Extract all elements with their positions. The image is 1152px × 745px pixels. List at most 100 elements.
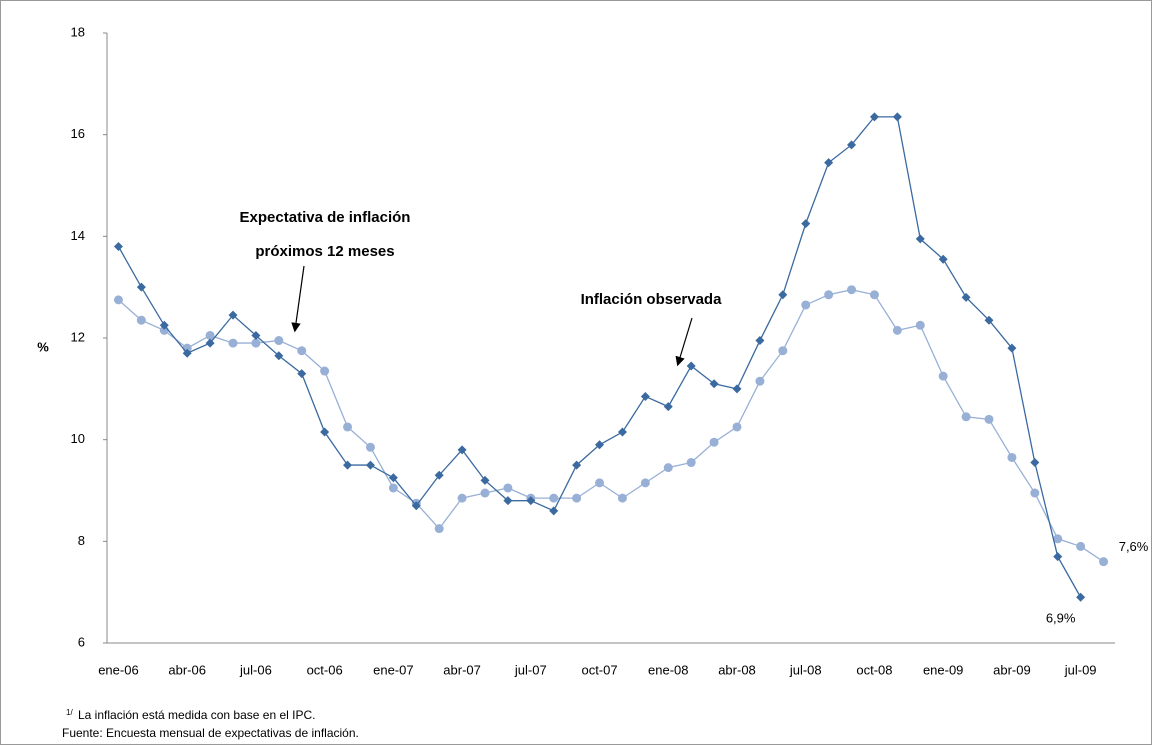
point [732,384,742,394]
x-tick-label: ene-06 [98,662,138,677]
point [388,483,398,493]
x-tick-label: oct-06 [307,662,343,677]
y-tick-label: 10 [71,431,85,446]
point [1076,541,1086,551]
point [228,310,238,320]
point [938,254,948,264]
point [549,493,559,503]
point [113,242,123,251]
point [663,463,673,473]
x-tick-label: jul-06 [239,662,272,677]
x-tick-label: abr-08 [718,662,756,677]
point [297,346,307,356]
point [915,234,925,244]
point [480,475,490,485]
point [961,292,971,302]
y-tick-label: 16 [71,126,85,141]
x-tick-label: ene-08 [648,662,688,677]
point [503,483,513,493]
point [847,285,857,295]
point [297,369,307,379]
point [572,493,582,503]
x-tick-label: oct-08 [856,662,892,677]
point [663,402,673,412]
point [503,496,513,506]
point [801,300,811,310]
point [892,325,902,335]
x-tick-label: jul-07 [514,662,547,677]
annotation: próximos 12 meses [255,243,394,260]
annotation-arrow [675,317,693,367]
point [343,422,353,432]
footnote-marker: 1/ [66,708,73,717]
value-label: 6,9% [1046,611,1076,626]
point [892,112,902,122]
point [1030,488,1040,498]
point [1053,534,1063,544]
point [136,282,146,292]
point [640,478,650,488]
point [938,371,948,381]
point [480,488,490,498]
point [686,361,696,371]
x-tick-label: abr-06 [168,662,206,677]
point [251,338,261,348]
x-tick-label: jul-08 [789,662,822,677]
point [274,336,284,346]
point [824,290,834,300]
point [801,219,811,229]
point [526,496,536,506]
x-tick-label: abr-09 [993,662,1031,677]
point [136,315,146,325]
x-tick-label: oct-07 [581,662,617,677]
y-tick-label: 14 [71,228,85,243]
footnote: La inflación está medida con base en el … [78,708,315,722]
point [1007,343,1017,353]
point [847,140,857,150]
point [1076,592,1086,602]
point [1099,557,1109,567]
point [365,460,375,470]
point [595,478,605,488]
point [113,295,123,305]
point [595,440,605,450]
point [274,351,284,361]
point [205,338,215,348]
point [434,470,444,480]
point [205,330,215,340]
point [824,158,834,168]
point [365,442,375,452]
point [1030,458,1040,468]
point [617,427,627,437]
point [755,336,765,346]
point [159,320,169,330]
point [1053,552,1063,562]
point [869,112,879,122]
point [251,330,261,340]
point [984,414,994,424]
point [640,391,650,401]
y-tick-label: 12 [71,329,85,344]
point [388,473,398,483]
point [228,338,238,348]
point [617,493,627,503]
annotation: Expectativa de inflación [240,209,411,226]
point [869,290,879,300]
point [411,501,421,511]
x-tick-label: ene-09 [923,662,963,677]
x-tick-label: jul-09 [1064,662,1097,677]
source: Fuente: Encuesta mensual de expectativas… [62,726,359,740]
point [1007,452,1017,462]
point [984,315,994,325]
point [686,458,696,468]
point [709,379,719,389]
point [343,460,353,470]
y-tick-label: 8 [78,533,85,548]
point [434,524,444,534]
point [320,427,330,437]
point [915,320,925,330]
annotation: Inflación observada [581,291,723,308]
point [457,445,467,455]
